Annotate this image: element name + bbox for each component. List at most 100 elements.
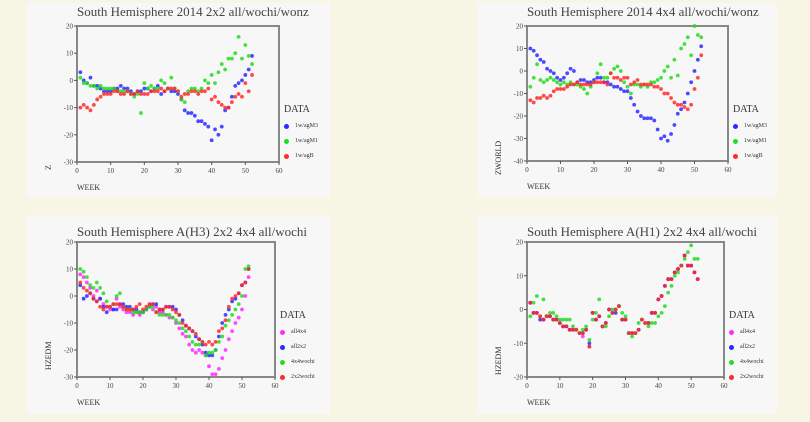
data-point bbox=[622, 80, 627, 85]
data-point bbox=[662, 134, 667, 139]
data-point bbox=[151, 307, 155, 312]
data-point bbox=[685, 35, 690, 40]
data-point bbox=[608, 71, 613, 76]
data-point bbox=[531, 310, 536, 315]
data-point bbox=[672, 100, 677, 105]
y-tick-label: 20 bbox=[516, 239, 524, 247]
data-point bbox=[118, 304, 122, 309]
y-tick-label: -30 bbox=[64, 159, 74, 167]
data-point bbox=[229, 56, 234, 61]
data-point bbox=[157, 313, 162, 317]
data-point bbox=[134, 310, 139, 315]
data-point bbox=[177, 313, 182, 317]
legend-label: 1w/agB bbox=[744, 153, 763, 159]
data-point bbox=[142, 92, 147, 96]
data-point bbox=[124, 307, 129, 312]
data-point bbox=[169, 75, 174, 80]
data-point bbox=[545, 78, 549, 82]
data-point bbox=[108, 92, 113, 96]
data-point bbox=[78, 105, 83, 110]
data-point bbox=[210, 350, 215, 355]
data-point bbox=[557, 321, 562, 325]
data-point bbox=[557, 317, 562, 322]
data-point bbox=[682, 100, 687, 105]
data-point bbox=[88, 108, 93, 113]
data-point bbox=[582, 78, 586, 82]
data-point bbox=[85, 294, 89, 298]
legend-label: all4x4 bbox=[740, 329, 755, 335]
data-point bbox=[145, 86, 150, 91]
legend-title: DATA bbox=[733, 104, 759, 115]
data-point bbox=[229, 94, 234, 99]
data-point bbox=[578, 78, 583, 82]
data-point bbox=[167, 315, 172, 320]
data-point bbox=[236, 302, 241, 306]
data-point bbox=[189, 89, 194, 94]
data-point bbox=[88, 283, 93, 288]
data-point bbox=[223, 313, 228, 317]
data-point bbox=[213, 372, 218, 377]
x-tick-label: 50 bbox=[239, 382, 247, 390]
data-point bbox=[534, 310, 539, 315]
data-point bbox=[197, 337, 202, 342]
data-point bbox=[213, 340, 218, 344]
data-point bbox=[545, 96, 549, 100]
data-point bbox=[630, 334, 634, 339]
y-tick-label: 0 bbox=[520, 68, 524, 76]
legend-item: 4x4wochi bbox=[729, 359, 764, 365]
data-point bbox=[105, 86, 110, 91]
data-point bbox=[665, 138, 670, 143]
legend-title: DATA bbox=[729, 310, 755, 321]
data-point bbox=[135, 89, 140, 94]
data-point bbox=[580, 334, 585, 339]
data-point bbox=[571, 324, 575, 329]
data-point bbox=[669, 96, 673, 100]
data-point bbox=[613, 307, 618, 312]
data-point bbox=[230, 296, 235, 301]
data-point bbox=[662, 91, 667, 96]
data-point bbox=[600, 324, 605, 329]
y-axis-label: HZEDM bbox=[44, 341, 53, 370]
data-point bbox=[135, 92, 140, 96]
data-point bbox=[233, 51, 238, 56]
y-tick-label: -30 bbox=[514, 135, 524, 143]
data-point bbox=[139, 111, 143, 115]
data-point bbox=[131, 310, 135, 315]
data-point bbox=[595, 80, 600, 85]
data-point bbox=[131, 307, 135, 312]
legend: DATA all4x4 all2x2 4x4wochi 2x2wochi bbox=[729, 310, 764, 389]
data-point bbox=[226, 105, 231, 110]
data-point bbox=[206, 86, 211, 91]
data-point bbox=[114, 307, 119, 312]
data-point bbox=[567, 317, 572, 322]
data-point bbox=[672, 123, 677, 127]
data-point bbox=[622, 75, 627, 80]
y-tick-label: -20 bbox=[514, 374, 524, 382]
x-tick-label: 60 bbox=[725, 166, 733, 174]
data-point bbox=[203, 89, 207, 94]
data-point bbox=[625, 75, 630, 80]
legend-marker-icon bbox=[729, 329, 734, 335]
data-point bbox=[675, 111, 680, 116]
data-point bbox=[548, 310, 552, 315]
data-point bbox=[578, 82, 583, 87]
data-point bbox=[196, 89, 201, 94]
data-point bbox=[603, 324, 608, 329]
data-point bbox=[584, 327, 588, 332]
data-point bbox=[81, 275, 86, 279]
data-point bbox=[639, 82, 643, 87]
data-point bbox=[141, 310, 145, 315]
data-point bbox=[180, 318, 185, 323]
data-point bbox=[587, 344, 592, 349]
data-point bbox=[659, 294, 664, 298]
data-point bbox=[618, 87, 623, 91]
data-point bbox=[602, 80, 606, 85]
data-point bbox=[102, 89, 106, 94]
data-point bbox=[605, 75, 610, 80]
legend-item: 1w/agM3 bbox=[284, 123, 318, 129]
data-point bbox=[182, 100, 187, 105]
data-point bbox=[169, 89, 174, 94]
data-point bbox=[78, 272, 83, 277]
data-point bbox=[528, 300, 533, 305]
y-tick-label: 10 bbox=[516, 272, 524, 280]
